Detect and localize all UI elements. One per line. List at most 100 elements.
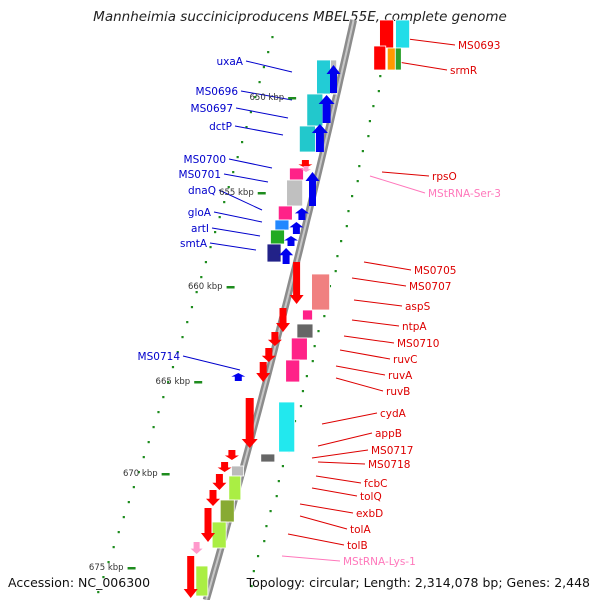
gene-block	[260, 453, 276, 463]
left-label-leader	[218, 189, 263, 211]
left-label-leader	[235, 107, 289, 119]
kbp-marker-tick	[127, 567, 136, 570]
left-gene-label: MS0697	[191, 103, 233, 115]
inner-tick	[379, 75, 382, 78]
left-gene-label: dnaQ	[188, 185, 216, 197]
gene-block	[394, 47, 402, 71]
inner-tick	[305, 375, 308, 378]
inner-tick	[256, 555, 260, 558]
outer-tick	[186, 321, 189, 324]
right-gene-label: fcbC	[364, 478, 387, 490]
gene-arrow	[298, 160, 313, 168]
gene-block	[289, 167, 304, 181]
outer-tick	[132, 486, 135, 489]
right-gene-label: rpsO	[432, 171, 457, 183]
gene-arrow	[318, 95, 335, 123]
left-gene-label: MS0700	[184, 154, 226, 166]
right-gene-label: cydA	[380, 408, 407, 420]
right-gene-label: aspS	[405, 301, 431, 313]
kbp-marker-tick	[226, 286, 235, 289]
outer-tick	[204, 261, 208, 264]
gene-block	[270, 229, 285, 245]
right-label-leader	[343, 335, 395, 344]
kbp-marker-label: 655 kbp	[219, 188, 254, 198]
gene-block	[274, 219, 290, 231]
outer-tick	[147, 441, 150, 444]
outer-tick	[195, 291, 198, 294]
outer-tick	[127, 501, 130, 504]
gene-arrow	[217, 462, 232, 472]
inner-tick	[361, 150, 364, 153]
gene-block	[266, 243, 282, 263]
inner-tick	[368, 120, 372, 123]
right-label-leader	[335, 377, 384, 392]
outer-tick	[171, 366, 175, 369]
outer-tick	[102, 576, 105, 579]
gene-arrow	[256, 362, 271, 382]
inner-tick	[340, 240, 343, 243]
inner-tick	[336, 255, 339, 258]
inner-tick	[250, 585, 253, 588]
gene-arrow	[231, 373, 246, 381]
outer-tick	[181, 336, 184, 339]
outer-tick	[236, 156, 239, 159]
right-label-leader	[339, 349, 391, 360]
kbp-marker-label: 670 kbp	[123, 469, 158, 479]
kbp-marker-tick	[257, 192, 266, 195]
right-label-leader	[317, 432, 373, 447]
topology-text: Topology: circular; Length: 2,314,078 bp…	[246, 575, 590, 590]
accession-text: Accession: NC_006300	[8, 575, 151, 590]
gene-arrow	[267, 332, 282, 346]
outer-tick	[223, 201, 226, 204]
left-label-leader	[211, 227, 261, 237]
gene-arrow	[305, 172, 320, 206]
inner-tick	[301, 390, 305, 393]
right-gene-label: ruvC	[393, 354, 418, 366]
outer-tick	[267, 51, 270, 54]
outer-tick	[142, 456, 145, 459]
right-label-leader	[281, 555, 341, 562]
gene-arrow	[301, 166, 311, 172]
gene-block	[290, 337, 308, 361]
gene-block	[278, 401, 296, 453]
kbp-marker-tick	[194, 381, 203, 384]
outer-tick	[214, 231, 217, 234]
inner-tick	[281, 465, 285, 468]
right-label-leader	[287, 533, 345, 546]
inner-tick	[269, 510, 272, 513]
outer-tick	[176, 351, 179, 354]
right-label-leader	[321, 412, 378, 425]
gene-labels: uxaA MS0696 MS0697 dctP MS0700 MS0701 dnaQ gloA…	[138, 40, 501, 568]
right-label-leader	[299, 515, 348, 530]
outer-tick	[112, 546, 115, 549]
right-label-leader	[381, 171, 430, 177]
gene-block	[395, 19, 410, 49]
inner-tick	[351, 195, 354, 198]
left-label-leader	[245, 60, 293, 73]
gene-block	[379, 19, 394, 49]
right-label-leader	[397, 61, 448, 71]
gene-block	[285, 359, 301, 383]
inner-tick	[311, 360, 314, 363]
right-label-leader	[351, 277, 407, 287]
outer-tick	[122, 516, 125, 519]
gene-arrow	[289, 222, 304, 234]
gene-block	[302, 309, 313, 321]
kbp-marker-tick	[288, 97, 297, 100]
inner-tick	[252, 570, 255, 573]
left-gene-label: MS0714	[138, 351, 181, 363]
right-label-leader	[311, 449, 369, 459]
gene-arrow	[183, 556, 198, 598]
outer-tick	[167, 381, 170, 384]
inner-tick	[277, 480, 280, 483]
left-gene-label: smtA	[180, 238, 208, 250]
gene-block	[195, 565, 209, 597]
inner-tick	[358, 165, 361, 168]
right-gene-label: ruvB	[386, 386, 410, 398]
outer-tick	[262, 66, 266, 69]
right-gene-label: MStRNA-Lys-1	[343, 556, 416, 568]
outer-tick	[97, 591, 100, 594]
kbp-marker-label: 650 kbp	[250, 93, 285, 103]
outer-tick	[271, 36, 274, 39]
outer-tick	[152, 426, 155, 429]
